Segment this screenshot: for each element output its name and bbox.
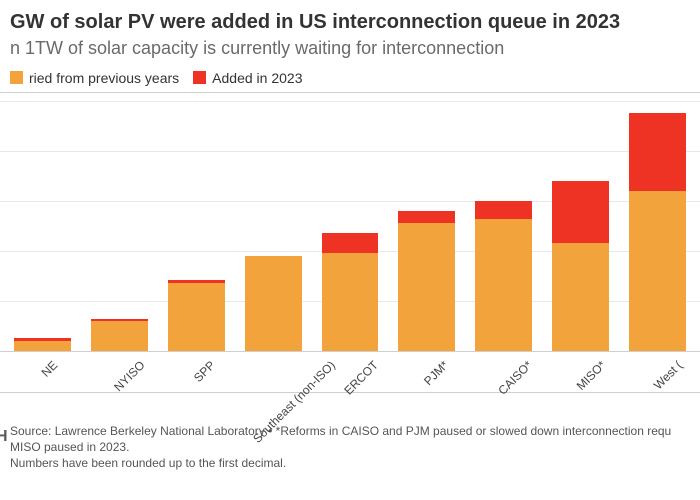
x-axis-label: NE — [39, 358, 61, 380]
bar-group — [160, 93, 233, 351]
watermark: H — [0, 428, 8, 446]
footer-line-2: MISO paused in 2023. — [10, 439, 690, 455]
x-axis-label: PJM* — [421, 358, 451, 388]
x-label-slot: West ( — [621, 352, 694, 392]
x-label-slot: CAISO* — [467, 352, 540, 392]
bar-stack — [91, 319, 148, 351]
bar-segment-carried — [168, 283, 225, 351]
chart-footer: Source: Lawrence Berkeley National Labor… — [0, 392, 700, 472]
legend-item-added: Added in 2023 — [193, 70, 302, 86]
bar-segment-added — [398, 211, 455, 223]
chart-subtitle: n 1TW of solar capacity is currently wai… — [0, 35, 700, 66]
legend-label-added: Added in 2023 — [212, 70, 302, 86]
x-axis-label: NYISO — [112, 358, 148, 394]
legend-swatch-carried — [10, 71, 23, 84]
legend-label-carried: ried from previous years — [29, 70, 179, 86]
bar-group — [621, 93, 694, 351]
legend: ried from previous years Added in 2023 — [0, 66, 700, 92]
x-axis-label: MISO* — [573, 358, 608, 393]
bar-group — [6, 93, 79, 351]
plot-region — [0, 93, 700, 352]
bar-segment-added — [475, 201, 532, 219]
legend-item-carried: ried from previous years — [10, 70, 179, 86]
bar-stack — [245, 256, 302, 351]
bar-segment-carried — [475, 219, 532, 351]
x-axis-label: ERCOT — [341, 358, 381, 398]
bar-group — [83, 93, 156, 351]
x-label-slot: NYISO — [83, 352, 156, 392]
x-label-slot: Southeast (non-ISO) — [237, 352, 310, 392]
bar-stack — [168, 280, 225, 351]
bar-segment-added — [629, 113, 686, 191]
bar-group — [390, 93, 463, 351]
bar-segment-carried — [552, 243, 609, 351]
footer-line-3: Numbers have been rounded up to the firs… — [10, 455, 690, 471]
x-label-slot: PJM* — [390, 352, 463, 392]
legend-swatch-added — [193, 71, 206, 84]
x-axis-label: CAISO* — [495, 358, 535, 398]
x-label-slot: NE — [6, 352, 79, 392]
x-label-slot: SPP — [160, 352, 233, 392]
footer-line-1: Source: Lawrence Berkeley National Labor… — [10, 423, 690, 439]
chart-container: GW of solar PV were added in US intercon… — [0, 0, 700, 500]
bar-segment-added — [552, 181, 609, 243]
bar-group — [314, 93, 387, 351]
x-axis-label: West ( — [650, 358, 684, 392]
bar-stack — [14, 338, 71, 351]
bar-segment-added — [322, 233, 379, 253]
x-label-slot: ERCOT — [314, 352, 387, 392]
bar-stack — [552, 181, 609, 351]
chart-title: GW of solar PV were added in US intercon… — [0, 10, 700, 35]
bar-segment-carried — [91, 321, 148, 351]
bar-stack — [629, 113, 686, 351]
bar-stack — [398, 211, 455, 351]
x-label-slot: MISO* — [544, 352, 617, 392]
bar-segment-carried — [398, 223, 455, 351]
chart-area: NE NYISO SPP Southeast (non-ISO)ERCOT PJM* CA… — [0, 92, 700, 392]
bar-group — [237, 93, 310, 351]
bar-segment-carried — [14, 341, 71, 351]
bar-segment-carried — [322, 253, 379, 351]
bar-segment-carried — [245, 256, 302, 351]
x-axis-label: SPP — [191, 358, 218, 385]
bar-group — [467, 93, 540, 351]
x-axis-labels: NE NYISO SPP Southeast (non-ISO)ERCOT PJM* CA… — [0, 352, 700, 392]
bar-segment-carried — [629, 191, 686, 351]
bar-stack — [322, 233, 379, 351]
bar-stack — [475, 201, 532, 351]
bar-group — [544, 93, 617, 351]
